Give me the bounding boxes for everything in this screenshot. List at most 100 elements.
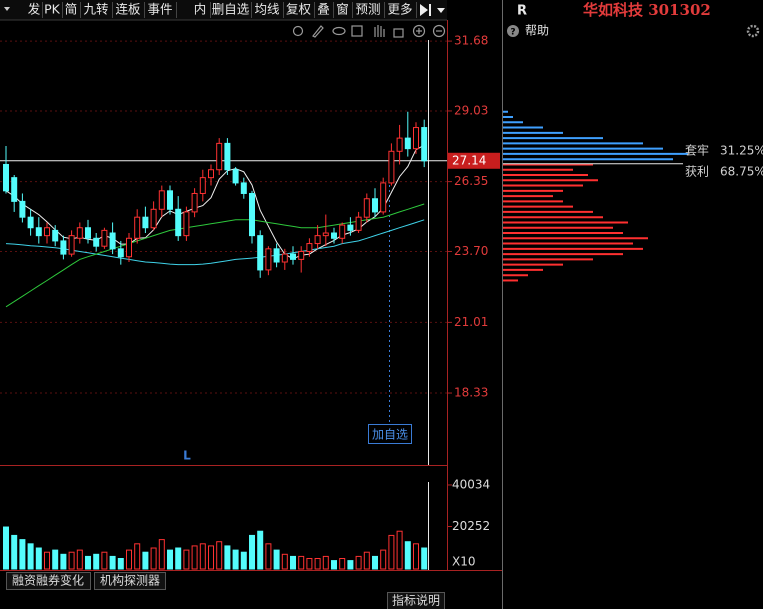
play-icon[interactable] bbox=[420, 4, 431, 16]
toolbar-button[interactable]: 删自选 bbox=[212, 2, 250, 17]
candle-body bbox=[396, 137, 403, 152]
y-tick-label: 26.35 bbox=[454, 174, 488, 188]
help-icon[interactable] bbox=[507, 25, 519, 37]
tab-label[interactable]: 融资融券变化 bbox=[12, 573, 84, 588]
chart-layer: 发 PK 简九转 连板 事件 内删自选 均线 复权叠窗预测 更多 31.68 29.03 26.35 2… bbox=[0, 2, 763, 570]
tab[interactable] bbox=[6, 572, 91, 590]
volume-bar bbox=[109, 555, 116, 570]
candle-body bbox=[150, 208, 157, 229]
candle-body bbox=[191, 192, 198, 213]
candle-body bbox=[11, 177, 18, 202]
volume-bar bbox=[93, 553, 100, 570]
menu-icon[interactable] bbox=[4, 7, 10, 11]
candle-body bbox=[85, 227, 91, 239]
volume-bar bbox=[404, 541, 411, 570]
candle-body bbox=[306, 243, 313, 252]
toolbar-button[interactable]: 连板 bbox=[115, 2, 141, 17]
toolbar bbox=[0, 0, 447, 20]
candle-body bbox=[232, 169, 239, 184]
zoom-in-icon[interactable] bbox=[412, 24, 426, 38]
volume-bar bbox=[158, 539, 165, 570]
y-tick-label: 21.01 bbox=[454, 315, 488, 329]
toolbar-button[interactable]: PK bbox=[44, 2, 61, 17]
y-tick-label: 18.33 bbox=[454, 386, 488, 400]
y-tick-label: 23.70 bbox=[454, 244, 488, 258]
volume-bar bbox=[396, 530, 403, 570]
zoom-out-icon[interactable] bbox=[432, 24, 446, 38]
tab-label[interactable]: 机构探测器 bbox=[100, 573, 160, 588]
volume-bar bbox=[306, 558, 313, 570]
candle-body bbox=[199, 177, 206, 194]
toolbar-button[interactable]: 窗 bbox=[336, 2, 349, 17]
moving-average bbox=[5, 219, 425, 266]
toolbar-button[interactable]: 叠 bbox=[317, 2, 330, 17]
volume-bar bbox=[290, 555, 296, 570]
volume-bar bbox=[175, 547, 182, 570]
candle-body bbox=[290, 253, 296, 260]
chip-ratio-value: 31.25% bbox=[720, 143, 763, 157]
volume-bar bbox=[363, 551, 370, 570]
help-text[interactable]: 帮助 bbox=[525, 24, 549, 38]
candle-body bbox=[249, 192, 255, 237]
toolbar-button[interactable]: 内 bbox=[194, 2, 207, 17]
annotation-text[interactable]: 加自选 bbox=[372, 428, 408, 442]
eye-icon[interactable] bbox=[332, 26, 346, 36]
volume-bar bbox=[27, 543, 34, 570]
volume-bar bbox=[11, 534, 18, 570]
toolbar-button[interactable]: 预测 bbox=[355, 2, 380, 17]
draw-icon[interactable] bbox=[312, 25, 324, 38]
hand-icon[interactable] bbox=[374, 25, 385, 37]
footer-label[interactable]: 指标说明 bbox=[392, 593, 440, 608]
volume-bar bbox=[199, 543, 206, 570]
volume-bar bbox=[68, 551, 75, 570]
toolbar-button[interactable]: 事件 bbox=[147, 2, 172, 17]
volume-bar bbox=[298, 555, 305, 570]
settings-icon[interactable] bbox=[292, 25, 304, 37]
candle-body bbox=[76, 227, 83, 239]
volume-bar bbox=[183, 549, 190, 570]
footer-button[interactable] bbox=[387, 592, 445, 609]
candle-body bbox=[68, 235, 75, 255]
candle-body bbox=[404, 137, 411, 150]
chip-ratio-name: 套牢 bbox=[685, 142, 709, 157]
volume-bar bbox=[249, 534, 255, 570]
chip-ratio-value: 68.75% bbox=[720, 164, 763, 178]
tab[interactable] bbox=[94, 572, 166, 590]
volume-bar bbox=[134, 543, 141, 570]
crop-icon[interactable] bbox=[351, 25, 363, 37]
candle-body bbox=[19, 200, 26, 218]
volume-bar bbox=[101, 551, 108, 570]
candle-body bbox=[183, 211, 190, 237]
candle-body bbox=[331, 232, 337, 239]
low-marker: L bbox=[183, 449, 191, 463]
toolbar-button[interactable]: 简 bbox=[65, 2, 78, 17]
candle-body bbox=[167, 190, 173, 210]
volume-bar bbox=[314, 558, 321, 570]
volume-tick-label: 20252 bbox=[452, 519, 490, 533]
candle-body bbox=[44, 227, 50, 237]
volume-bar bbox=[388, 534, 395, 570]
panel-settings[interactable] bbox=[746, 24, 760, 38]
candle-body bbox=[101, 229, 108, 247]
candle-body bbox=[175, 208, 182, 237]
candle-body bbox=[388, 150, 395, 184]
annotation-box[interactable] bbox=[368, 424, 412, 444]
volume-tick-label: 40034 bbox=[452, 477, 490, 491]
toolbar-button[interactable]: 更多 bbox=[387, 2, 412, 17]
toolbar-button[interactable]: 发 bbox=[28, 2, 41, 17]
candle-body bbox=[339, 224, 346, 239]
volume-bar bbox=[142, 551, 149, 570]
dropdown-icon[interactable] bbox=[437, 8, 445, 13]
candle-body bbox=[35, 227, 42, 237]
volume-bar bbox=[281, 553, 288, 570]
volume-bar bbox=[208, 545, 214, 570]
toolbar-button[interactable]: 均线 bbox=[254, 2, 280, 17]
toolbar-button[interactable]: 九转 bbox=[83, 2, 108, 17]
current-price-label: 27.14 bbox=[452, 153, 486, 167]
volume-bar bbox=[224, 545, 231, 570]
lock-icon[interactable] bbox=[393, 28, 404, 38]
volume-bar bbox=[413, 543, 419, 570]
toolbar-button[interactable]: 复权 bbox=[286, 2, 312, 17]
y-tick-label: 29.03 bbox=[454, 103, 488, 117]
volume-multiplier: X10 bbox=[452, 555, 476, 569]
